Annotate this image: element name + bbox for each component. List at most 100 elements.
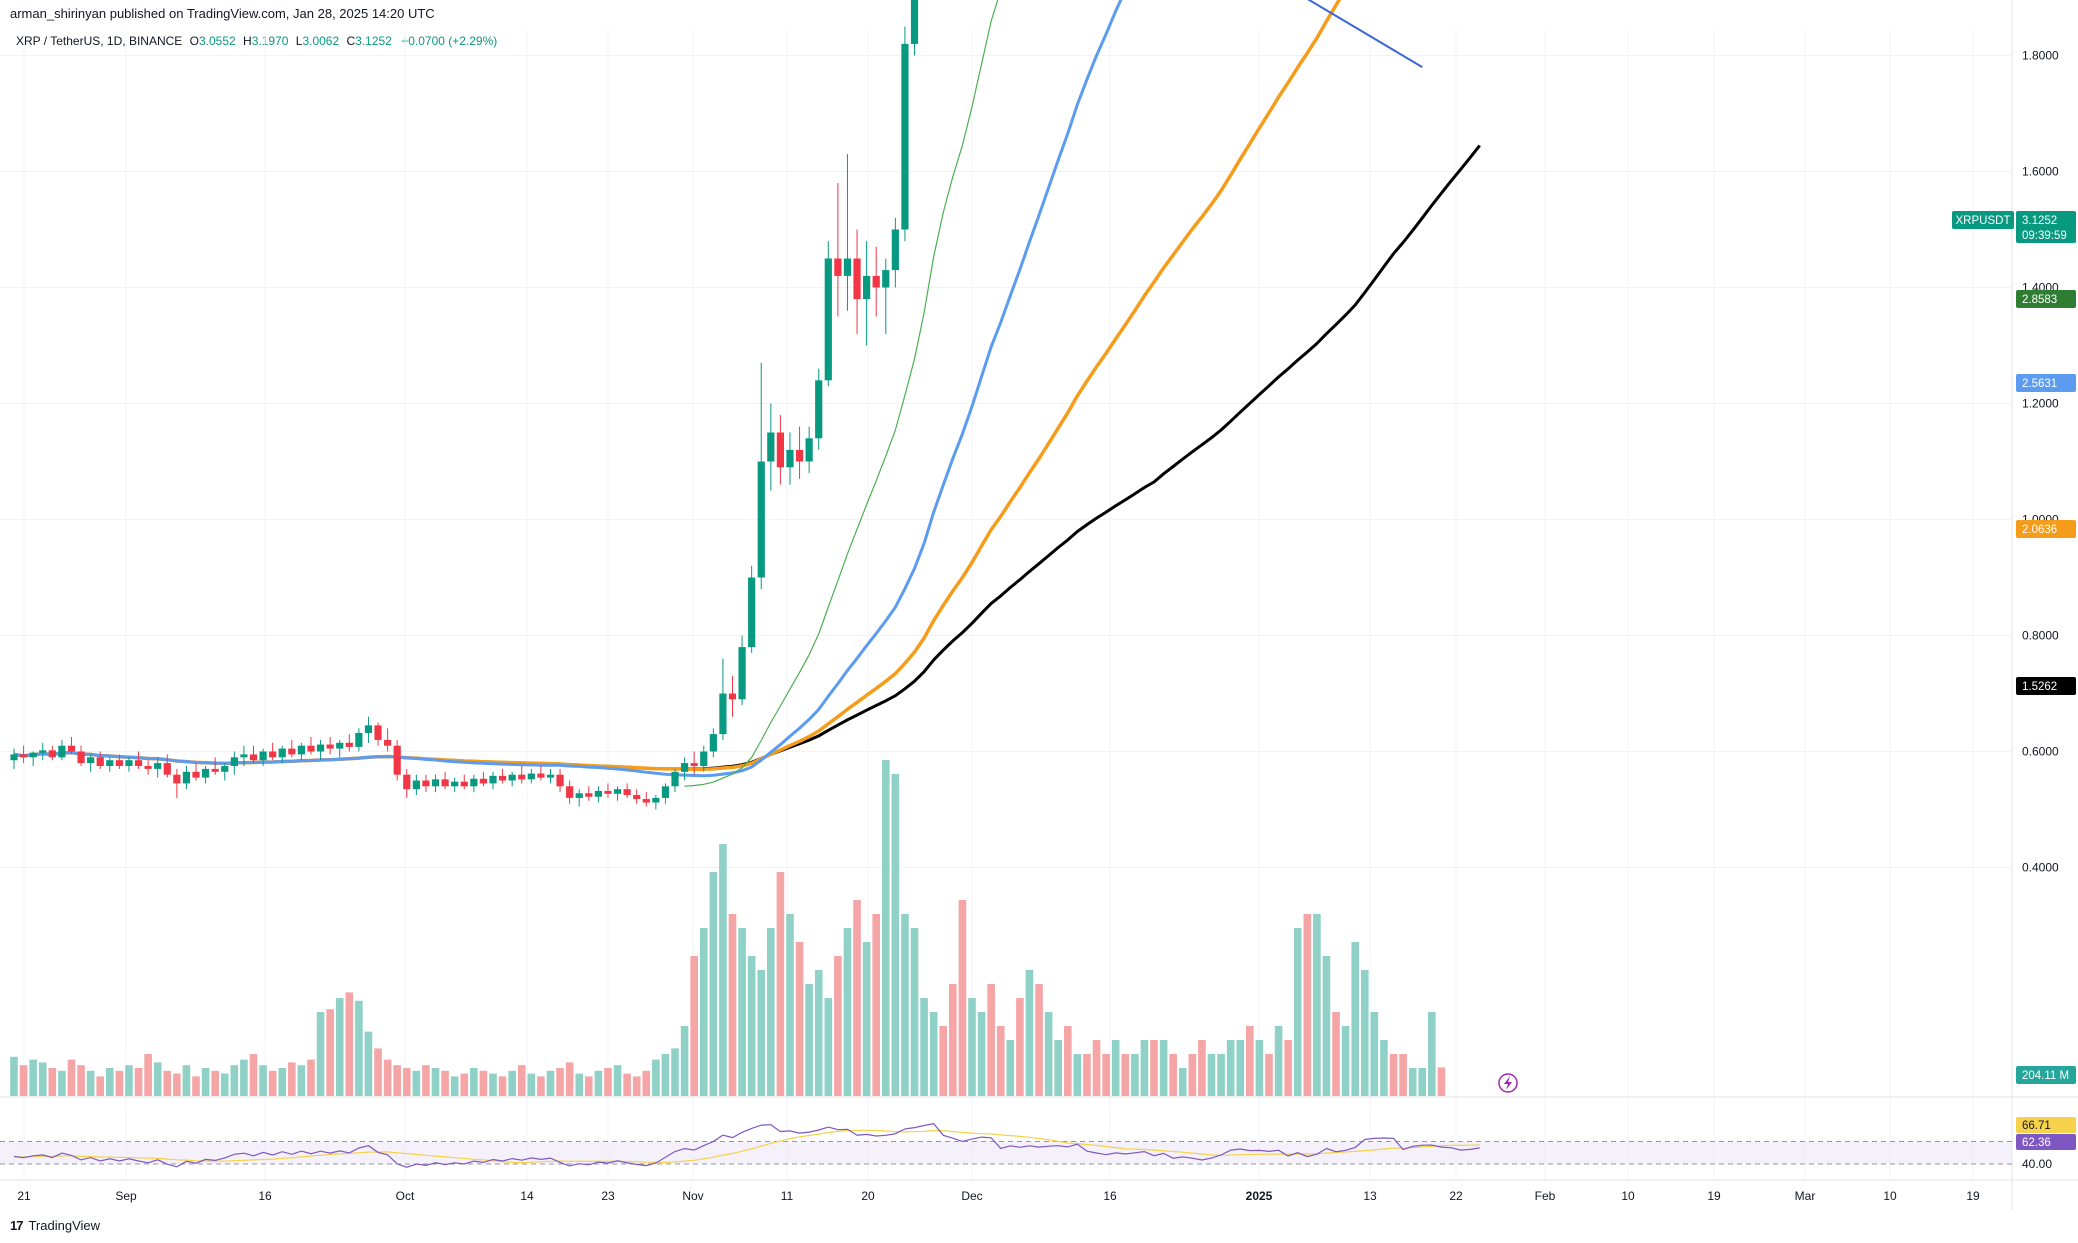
candle-body [489, 775, 497, 784]
volume-bar [460, 1073, 469, 1096]
candle [96, 751, 104, 769]
candle [106, 757, 114, 772]
volume-bar [776, 872, 785, 1096]
volume-bar [1255, 1040, 1264, 1096]
volume-bar [661, 1054, 670, 1096]
candle-body [269, 751, 277, 758]
volume-tag: 204.11 M [2016, 1066, 2076, 1084]
candle [863, 241, 871, 346]
volume-bar [537, 1076, 545, 1096]
candle [728, 676, 737, 717]
date-tick-label: 13 [1363, 1189, 1377, 1203]
volume-bar [431, 1068, 440, 1096]
volume-bars [10, 760, 1446, 1096]
date-tick-label: 21 [17, 1189, 31, 1203]
volume-bar [1274, 1026, 1283, 1096]
candle-body [661, 786, 670, 798]
countdown-value: 09:39:59 [2022, 230, 2067, 242]
volume-bar [1111, 1040, 1120, 1096]
volume-bar [1016, 998, 1024, 1096]
candle [738, 635, 746, 706]
volume-bar [144, 1054, 152, 1096]
candle [48, 745, 56, 761]
lightning-icon[interactable] [1498, 1073, 1518, 1093]
volume-bar [1408, 1068, 1417, 1096]
candle [604, 783, 612, 798]
volume-bar [632, 1076, 641, 1096]
candle [757, 362, 765, 590]
volume-bar [728, 914, 737, 1096]
candle [824, 241, 832, 387]
candle-body [173, 774, 181, 784]
publish-text: arman_shirinyan published on TradingView… [10, 6, 435, 21]
volume-bar [652, 1059, 660, 1096]
volume-bar [891, 774, 900, 1096]
volume-bar [623, 1073, 631, 1096]
candle [623, 783, 631, 798]
volume-bar [230, 1065, 239, 1096]
candles [10, 0, 919, 810]
price-tick-label: 0.6000 [2022, 745, 2059, 759]
volume-bar [968, 998, 976, 1096]
volume-bar [345, 992, 354, 1096]
candle [546, 768, 555, 784]
volume-bar [987, 984, 995, 1096]
volume-bar [10, 1056, 18, 1096]
volume-bar [546, 1070, 555, 1096]
candle-body [537, 773, 545, 778]
candle-body [115, 760, 123, 766]
candle-body [240, 754, 248, 758]
candle [316, 739, 325, 761]
volume-bar [1399, 1054, 1407, 1096]
ma-blue-line [13, 0, 1123, 778]
high-value: 3.1970 [251, 34, 289, 48]
candle [393, 739, 401, 781]
candle-body [709, 734, 717, 752]
volume-bar [335, 998, 344, 1096]
date-tick-label: 11 [781, 1189, 794, 1203]
symbol-tag: XRPUSDT [1952, 211, 2014, 229]
volume-bar [1064, 1026, 1072, 1096]
date-tick-label: Dec [961, 1189, 982, 1203]
volume-bar [326, 1009, 334, 1096]
candle-body [422, 780, 430, 787]
volume-bar [288, 1062, 296, 1096]
tradingview-brand[interactable]: 17 TradingView [10, 1218, 100, 1233]
volume-bar [29, 1059, 37, 1096]
candle [202, 766, 210, 784]
candle-body [106, 760, 114, 766]
date-tick-label: Oct [396, 1189, 415, 1203]
volume-bar [1054, 1040, 1063, 1096]
candle [441, 771, 449, 790]
volume-bar [1198, 1040, 1206, 1096]
volume-bar [1322, 956, 1331, 1096]
candle-body [125, 760, 133, 766]
candle [240, 745, 248, 766]
open-value: 3.0552 [198, 34, 236, 48]
volume-bar [201, 1068, 210, 1096]
close-label: C [346, 34, 356, 48]
volume-bar [355, 1000, 363, 1096]
candle-body [546, 774, 555, 778]
date-axis: 21 Sep 16 Oct 14 23 Nov 11 20 Dec 16 2025 13 22 Feb 10 1… [17, 1189, 1980, 1203]
candle-body [527, 773, 535, 780]
date-tick-label: 10 [1621, 1189, 1635, 1203]
volume-bar [96, 1076, 105, 1096]
volume-bar [1188, 1054, 1197, 1096]
candle-body [431, 779, 440, 787]
volume-bar [613, 1065, 622, 1096]
candle-body [863, 275, 871, 300]
price-tick-label: 0.8000 [2022, 629, 2059, 643]
candle [58, 739, 66, 761]
price-tick-label: 1.6000 [2022, 165, 2059, 179]
volume-bar [498, 1076, 507, 1096]
candle-body [815, 380, 823, 439]
candle-body [374, 725, 382, 740]
volume-bar [872, 914, 880, 1096]
candle [297, 742, 305, 761]
candle-body [278, 748, 286, 758]
date-tick-label: 19 [1966, 1189, 1980, 1203]
candle-body [757, 461, 765, 578]
candle-body [460, 781, 468, 787]
